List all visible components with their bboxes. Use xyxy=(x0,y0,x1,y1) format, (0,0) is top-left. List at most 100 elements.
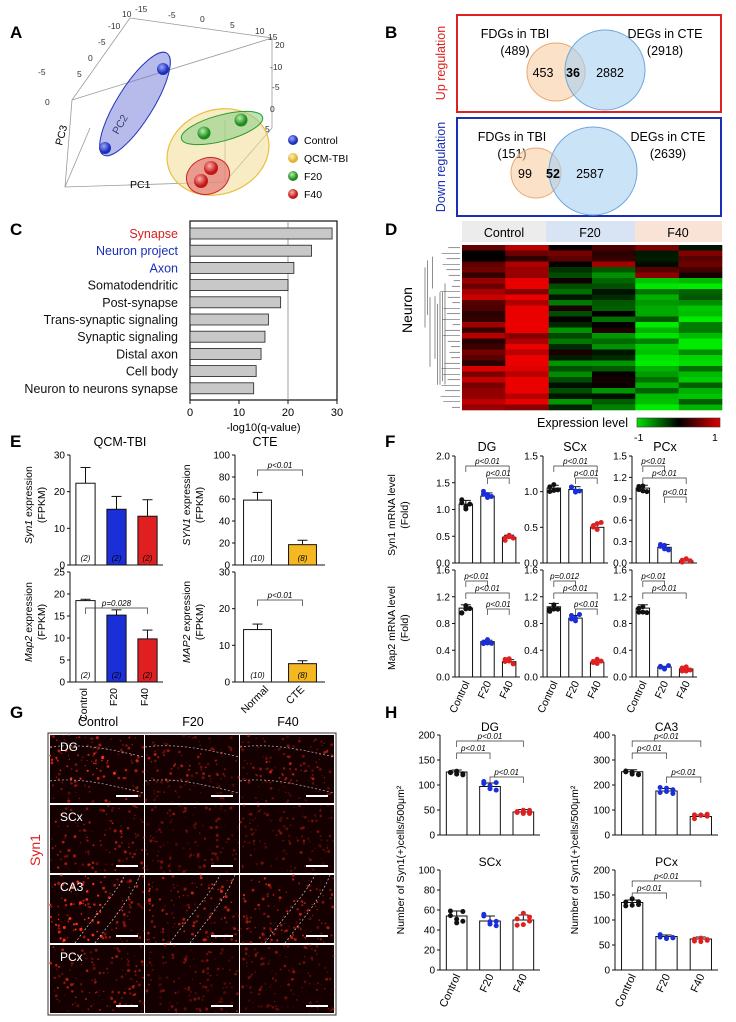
heatmap-cell xyxy=(505,267,549,273)
ihc-signal xyxy=(87,938,90,941)
chart-title: CA3 xyxy=(655,720,679,734)
ihc-signal xyxy=(126,958,129,960)
ihc-signal xyxy=(177,890,180,893)
ihc-signal xyxy=(60,874,63,877)
ihc-signal xyxy=(171,913,173,915)
data-point xyxy=(670,790,676,796)
ihc-signal xyxy=(215,825,219,829)
ihc-signal xyxy=(114,847,117,851)
ihc-signal xyxy=(70,961,74,965)
y-tick-label: 20 xyxy=(219,604,231,615)
ihc-signal xyxy=(269,885,273,889)
heatmap-cell xyxy=(635,327,679,334)
ihc-signal xyxy=(268,959,271,963)
y-tick-label: 100 xyxy=(213,451,230,462)
ihc-signal xyxy=(120,825,122,827)
ihc-signal xyxy=(87,863,91,866)
ihc-signal xyxy=(167,922,169,924)
panel-e: E QCM-TBI CTE Syn1 expression (FPKM) Map… xyxy=(10,432,325,722)
pca-point xyxy=(157,63,169,75)
ihc-boundary xyxy=(74,874,126,944)
ihc-signal xyxy=(310,776,313,779)
pca-point xyxy=(99,142,111,154)
ihc-signal xyxy=(105,747,108,749)
panel-label-a: A xyxy=(10,23,22,42)
significance-bracket xyxy=(642,580,665,587)
ihc-signal xyxy=(92,963,95,967)
heatmap-cell xyxy=(462,316,506,323)
ihc-signal xyxy=(212,888,214,890)
ihc-signal xyxy=(61,840,65,844)
ihc-signal xyxy=(89,906,91,908)
ihc-signal xyxy=(122,969,124,971)
ihc-signal xyxy=(94,870,97,874)
ihc-signal xyxy=(178,864,182,868)
ihc-signal xyxy=(100,881,102,884)
ihc-signal xyxy=(76,754,80,757)
ihc-signal xyxy=(254,908,257,911)
data-point xyxy=(460,918,466,924)
heatmap-cell xyxy=(505,294,549,301)
ihc-signal xyxy=(129,993,131,995)
ihc-signal xyxy=(65,977,69,982)
ihc-signal xyxy=(170,1001,172,1003)
y-tick-label: 40 xyxy=(424,926,436,937)
y-tick-label: 10 xyxy=(219,641,231,652)
ihc-signal xyxy=(120,957,123,960)
n-label: (2) xyxy=(81,554,91,563)
ihc-signal xyxy=(273,905,275,907)
ihc-signal xyxy=(272,894,275,896)
ihc-signal xyxy=(255,737,257,740)
ihc-signal xyxy=(269,1004,272,1008)
go-term-label: Neuron to neurons synapse xyxy=(24,382,178,396)
y-tick-label: 1.2 xyxy=(436,592,450,603)
ihc-signal xyxy=(157,975,159,976)
ihc-signal xyxy=(211,942,213,944)
ihc-signal xyxy=(289,824,292,827)
ihc-signal xyxy=(126,963,130,967)
ihc-signal xyxy=(150,760,153,763)
heatmap-cell xyxy=(592,344,636,350)
data-point xyxy=(460,909,466,915)
ihc-signal xyxy=(142,1002,145,1005)
ihc-signal xyxy=(198,762,201,766)
ihc-signal xyxy=(173,944,176,947)
ihc-signal xyxy=(275,834,278,837)
go-bar xyxy=(189,279,289,292)
ihc-signal xyxy=(263,813,265,815)
ihc-signal xyxy=(252,841,255,843)
ihc-signal xyxy=(188,855,192,858)
significance-bracket xyxy=(553,465,598,472)
ihc-signal xyxy=(282,811,284,813)
ihc-signal xyxy=(57,918,60,921)
ihc-signal xyxy=(329,888,332,892)
data-point xyxy=(598,519,604,525)
go-bar xyxy=(189,296,282,309)
ihc-signal xyxy=(203,858,207,862)
ihc-signal xyxy=(258,881,261,883)
ihc-signal xyxy=(310,957,314,960)
data-point xyxy=(480,488,486,494)
ihc-signal xyxy=(182,904,184,906)
ihc-signal xyxy=(199,1010,202,1012)
data-point xyxy=(493,787,499,793)
ihc-signal xyxy=(221,948,224,951)
go-term-label: Synaptic signaling xyxy=(77,330,178,344)
ihc-signal xyxy=(235,1009,239,1013)
ihc-signal xyxy=(121,899,124,902)
ihc-signal xyxy=(250,763,252,765)
ihc-signal xyxy=(105,967,109,970)
ihc-signal xyxy=(101,755,105,760)
ihc-signal xyxy=(174,790,177,792)
ihc-signal xyxy=(187,895,189,897)
ihc-signal xyxy=(214,852,218,856)
ihc-signal xyxy=(316,926,320,929)
ihc-signal xyxy=(315,887,318,891)
ihc-signal xyxy=(285,852,288,855)
ihc-signal xyxy=(304,936,307,939)
ihc-signal xyxy=(114,749,116,751)
heatmap-cell xyxy=(462,311,506,317)
ihc-signal xyxy=(84,785,86,787)
ihc-signal xyxy=(93,1003,95,1006)
